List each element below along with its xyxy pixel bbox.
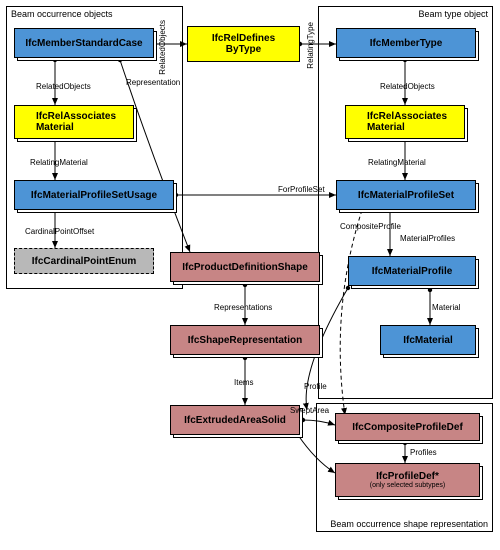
lbl: IfcRelAssociates Material [367,111,447,133]
group-bottom-label: Beam occurrence shape representation [330,519,488,529]
lbl: IfcMaterialProfileSetUsage [31,190,157,201]
edge-related-objects-r: RelatedObjects [380,82,435,91]
edge-for-profile-set: ForProfileSet [278,185,325,194]
node-shape-rep: IfcShapeRepresentation [170,325,320,355]
lbl: IfcMemberType [370,38,443,49]
edge-relating-mat-l: RelatingMaterial [30,158,88,167]
edge-related-objects-l: RelatedObjects [36,82,91,91]
edge-representation: Representation [126,78,180,87]
edge-relating-mat-r: RelatingMaterial [368,158,426,167]
node-rel-defines: IfcRelDefines ByType [187,26,300,62]
lbl: IfcProductDefinitionShape [182,262,308,273]
node-member-standard: IfcMemberStandardCase [14,28,154,58]
lbl: IfcProfileDef* [376,471,439,482]
node-prod-def: IfcProductDefinitionShape [170,252,320,282]
lbl: IfcShapeRepresentation [188,335,302,346]
lbl: IfcExtrudedAreaSolid [184,415,286,426]
edge-material-profiles: MaterialProfiles [400,234,455,243]
node-mat-prof-usage: IfcMaterialProfileSetUsage [14,180,174,210]
group-right-label: Beam type object [418,9,488,19]
node-member-type: IfcMemberType [336,28,476,58]
edge-composite-prof: CompositeProfile [340,222,401,231]
lbl: IfcRelAssociates Material [36,111,116,133]
node-extruded: IfcExtrudedAreaSolid [170,405,300,435]
edge-material: Material [432,303,460,312]
edge-items: Items [234,378,254,387]
lbl: IfcRelDefines ByType [212,33,275,55]
lbl: IfcCardinalPointEnum [32,256,136,267]
edge-swept-area: SweptArea [290,406,329,415]
edge-related-objects-v: RelatedObjects [158,20,167,75]
lbl: IfcMaterialProfile [372,266,453,277]
edge-relating-type-v: RelatingType [306,22,315,69]
node-mat-profile: IfcMaterialProfile [348,256,476,286]
node-relassoc-right: IfcRelAssociates Material [345,105,465,139]
node-comp-prof: IfcCompositeProfileDef [335,413,480,441]
edge-cardinal-pt: CardinalPointOffset [25,227,94,236]
edge-representations: Representations [214,303,272,312]
lbl: IfcMaterialProfileSet [358,190,454,201]
node-cardinal: IfcCardinalPointEnum [14,248,154,274]
lbl: IfcMaterial [403,335,452,346]
lbl: IfcMemberStandardCase [25,38,142,49]
edge-profile: Profile [304,382,327,391]
node-material: IfcMaterial [380,325,476,355]
node-relassoc-left: IfcRelAssociates Material [14,105,134,139]
lbl: IfcCompositeProfileDef [352,422,463,433]
lbl-sub: (only selected subtypes) [370,482,445,489]
node-mat-prof-set: IfcMaterialProfileSet [336,180,476,210]
edge-profiles: Profiles [410,448,437,457]
node-prof-def: IfcProfileDef* (only selected subtypes) [335,463,480,497]
group-left-label: Beam occurrence objects [11,9,113,19]
